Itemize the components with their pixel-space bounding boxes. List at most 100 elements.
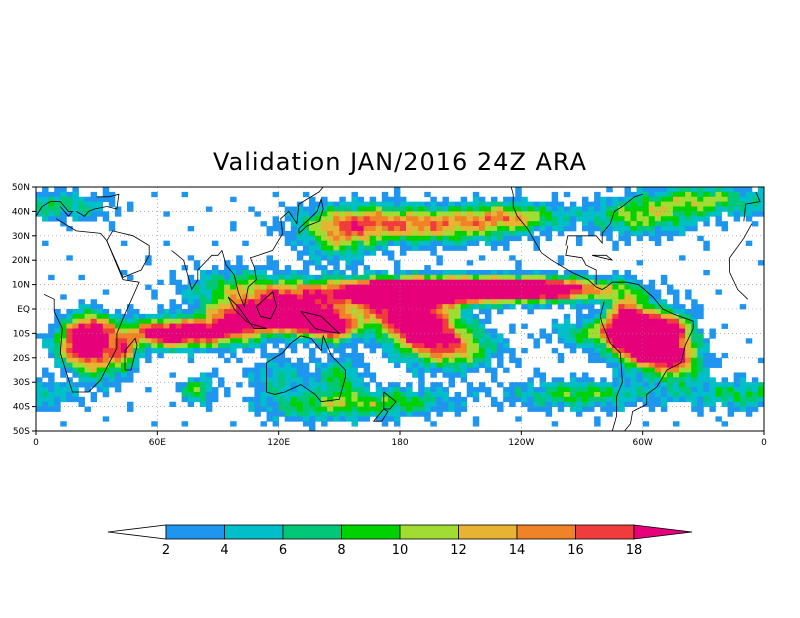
precip-cell [103, 289, 109, 294]
precip-cell [533, 402, 539, 407]
precip-cell [121, 329, 127, 334]
precip-cell [91, 348, 97, 353]
precip-cell [139, 333, 145, 338]
precip-cell [703, 377, 709, 382]
precip-cell [364, 221, 370, 226]
precip-cell [103, 216, 109, 221]
precip-cell [540, 226, 546, 231]
precip-cell [412, 280, 418, 285]
precip-cell [424, 270, 430, 275]
precip-cell [467, 280, 473, 285]
precip-cell [697, 348, 703, 353]
precip-cell [449, 377, 455, 382]
precip-cell [303, 241, 309, 246]
precip-cell [491, 402, 497, 407]
precip-cell [612, 216, 618, 221]
precip-cell [588, 343, 594, 348]
precip-cell [485, 368, 491, 373]
precip-cell [515, 358, 521, 363]
precip-cell [364, 226, 370, 231]
precip-cell [333, 207, 339, 212]
precip-cell [455, 333, 461, 338]
precip-cell [78, 353, 84, 358]
precip-cell [115, 382, 121, 387]
precip-cell [564, 294, 570, 299]
precip-cell [85, 382, 91, 387]
precip-cell [509, 202, 515, 207]
precip-cell [624, 192, 630, 197]
precip-cell [333, 255, 339, 260]
precip-cell [321, 207, 327, 212]
precip-cell [442, 392, 448, 397]
precip-cell [576, 207, 582, 212]
precip-cell [176, 280, 182, 285]
precip-cell [345, 363, 351, 368]
precip-cell [60, 392, 66, 397]
precip-cell [479, 353, 485, 358]
precip-cell [479, 343, 485, 348]
precip-cell [339, 358, 345, 363]
precip-cell [515, 416, 521, 421]
precip-cell [394, 363, 400, 368]
precip-cell [685, 382, 691, 387]
precip-cell [424, 324, 430, 329]
precip-cell [588, 324, 594, 329]
precip-cell [285, 265, 291, 270]
precip-cell [97, 324, 103, 329]
precip-cell [631, 299, 637, 304]
precip-cell [163, 343, 169, 348]
precip-cell [230, 324, 236, 329]
precip-cell [503, 221, 509, 226]
precip-cell [291, 280, 297, 285]
precip-cell [315, 275, 321, 280]
precip-cell [558, 407, 564, 412]
precip-cell [303, 270, 309, 275]
precip-cell [442, 202, 448, 207]
precip-cell [497, 358, 503, 363]
precip-cell [200, 382, 206, 387]
precip-cell [115, 363, 121, 368]
precip-cell [333, 231, 339, 236]
precip-cell [752, 197, 758, 202]
precip-cell [151, 324, 157, 329]
precip-cell [351, 202, 357, 207]
precip-cell [412, 333, 418, 338]
precip-cell [594, 211, 600, 216]
precip-cell [722, 387, 728, 392]
precip-cell [722, 402, 728, 407]
precip-cell [345, 246, 351, 251]
precip-cell [709, 197, 715, 202]
precip-cell [746, 402, 752, 407]
precip-cell [339, 407, 345, 412]
precip-cell [273, 275, 279, 280]
precip-cell [236, 343, 242, 348]
precip-cell [503, 275, 509, 280]
precip-cell [327, 358, 333, 363]
precip-cell [515, 294, 521, 299]
precip-cell [661, 402, 667, 407]
precip-cell [327, 299, 333, 304]
precip-cell [430, 309, 436, 314]
precip-cell [418, 299, 424, 304]
precip-cell [224, 392, 230, 397]
precip-cell [624, 304, 630, 309]
x-tick-label: 120W [508, 438, 534, 448]
precip-cell [169, 343, 175, 348]
precip-cell [679, 397, 685, 402]
precip-cell [691, 387, 697, 392]
precip-cell [485, 343, 491, 348]
precip-cell [376, 299, 382, 304]
precip-cell [461, 314, 467, 319]
precip-cell [436, 236, 442, 241]
precip-cell [358, 358, 364, 363]
precip-cell [48, 207, 54, 212]
precip-cell [485, 236, 491, 241]
precip-cell [333, 416, 339, 421]
precip-cell [103, 392, 109, 397]
precip-cell [364, 329, 370, 334]
precip-cell [333, 260, 339, 265]
precip-cell [612, 299, 618, 304]
precip-cell [400, 280, 406, 285]
precip-cell [758, 260, 764, 265]
precip-cell [327, 226, 333, 231]
